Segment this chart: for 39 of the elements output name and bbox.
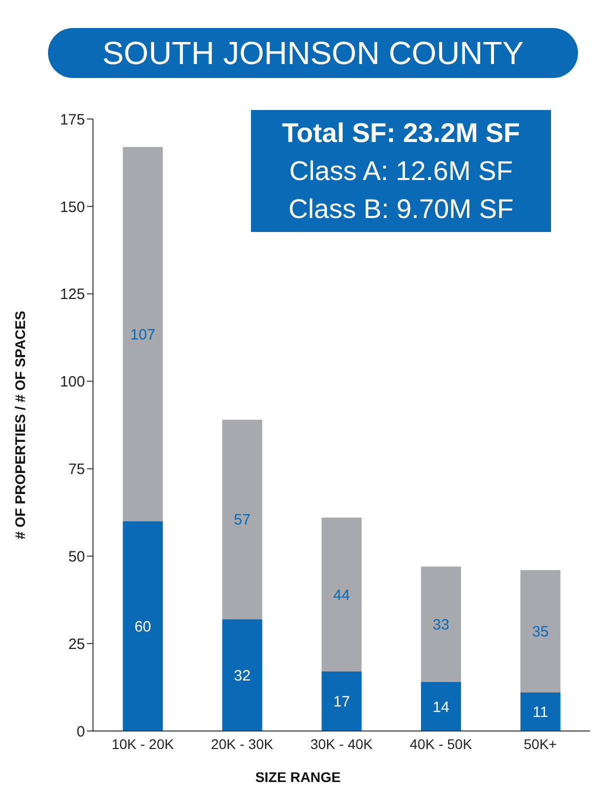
bar (122, 521, 163, 731)
x-tick-label: 50K+ (524, 736, 557, 752)
y-tick-label: 150 (60, 198, 85, 216)
x-tick-label: 30K - 40K (310, 736, 374, 752)
bar (222, 420, 262, 620)
data-label: 17 (333, 694, 350, 711)
data-label: 44 (333, 586, 350, 604)
bar (520, 570, 560, 693)
bar (122, 146, 163, 522)
data-label: 107 (130, 326, 156, 344)
data-label: 33 (432, 616, 450, 634)
y-tick-label: 125 (60, 286, 85, 304)
annotation: Class A: 12.6M SF (288, 155, 514, 188)
bar (322, 518, 362, 672)
bar (421, 682, 462, 731)
x-tick-label: 20K - 30K (210, 736, 274, 752)
bar (322, 672, 362, 731)
data-label: 11 (532, 704, 548, 722)
data-label: 35 (532, 624, 549, 641)
y-tick-label: 175 (60, 111, 85, 128)
annotation: Class B: 9.70M SF (287, 193, 515, 226)
data-label: 60 (134, 618, 152, 636)
x-axis-title: SIZE RANGE (255, 769, 341, 785)
chart-title: SOUTH JOHNSON COUNTY (48, 28, 578, 78)
y-tick-label: 75 (68, 461, 85, 478)
x-tick-label: 10K - 20K (112, 736, 174, 752)
bar (421, 566, 462, 682)
bar (520, 692, 560, 731)
annotation: Total SF: 23.2M SF (280, 117, 522, 150)
bar (222, 619, 262, 731)
y-tick-label: 0 (76, 723, 85, 740)
y-tick-label: 50 (68, 548, 85, 566)
data-label: 14 (432, 698, 450, 716)
y-tick-label: 100 (60, 374, 85, 391)
data-label: 57 (234, 512, 251, 529)
y-axis-title: # OF PROPERTIES / # OF SPACES (12, 310, 28, 540)
y-tick-label: 25 (68, 636, 85, 653)
data-label: 32 (234, 667, 251, 684)
x-tick-label: 40K - 50K (410, 736, 473, 752)
